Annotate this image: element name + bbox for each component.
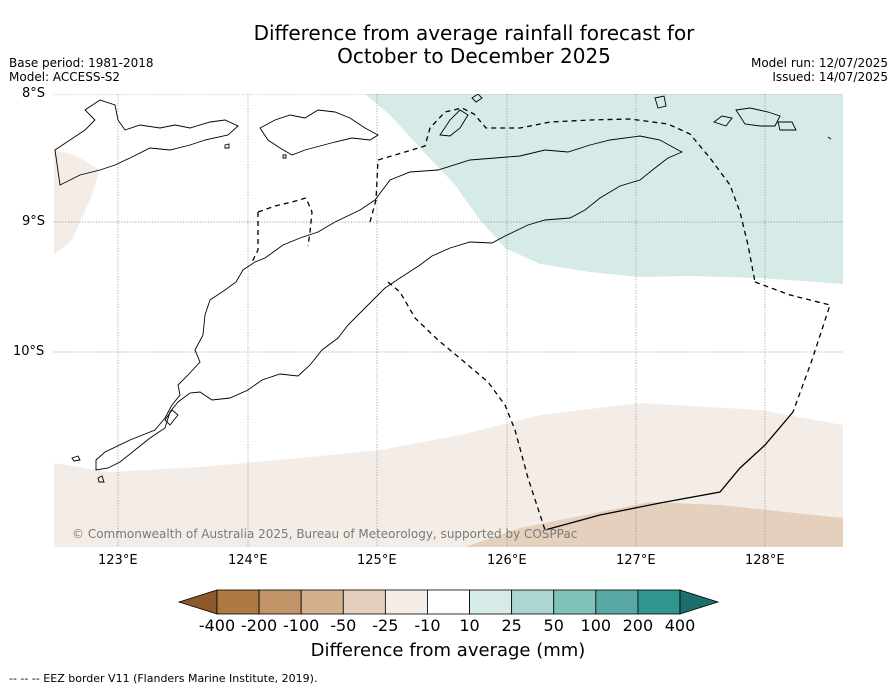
lon-label-125e: 125°E — [357, 553, 397, 568]
small-island-3 — [827, 136, 832, 140]
colorbar — [177, 589, 720, 615]
eez-north — [369, 107, 756, 283]
meta-left: Base period: 1981-2018 Model: ACCESS-S2 — [9, 56, 154, 84]
colorbar-segment — [384, 589, 428, 615]
meta-right: Model run: 12/07/2025 Issued: 14/07/2025 — [751, 56, 888, 84]
copyright-credit: © Commonwealth of Australia 2025, Bureau… — [72, 527, 578, 541]
colorbar-segment — [216, 589, 260, 615]
eez-borders — [251, 107, 831, 531]
colorbar-tick-label: -400 — [198, 616, 236, 635]
timor-coastline — [95, 135, 684, 471]
eez-solid-segment — [544, 411, 794, 531]
model-run: Model run: 12/07/2025 — [750, 56, 888, 70]
model-name: Model: ACCESS-S2 — [9, 70, 121, 84]
colorbar-tick-label: -200 — [240, 616, 278, 635]
colorbar-tick-label: -50 — [330, 616, 357, 635]
moa-coastline — [735, 107, 781, 127]
eez-south — [387, 281, 546, 531]
coastlines — [54, 94, 832, 483]
map-plot-area — [54, 94, 843, 547]
colorbar-tick-label: 25 — [501, 616, 522, 635]
colorbar-tick-label: 10 — [459, 616, 480, 635]
alor-coastline — [54, 99, 239, 186]
dry-anomaly-west — [54, 150, 100, 255]
kisar-coastline — [654, 95, 667, 109]
leti-coastline — [713, 115, 733, 127]
small-island-2 — [282, 154, 287, 159]
lon-label-127e: 127°E — [616, 553, 656, 568]
issued-date: Issued: 14/07/2025 — [772, 70, 888, 84]
colorbar-segment — [427, 589, 470, 615]
eez-oecusse — [257, 197, 313, 247]
colorbar-extend-low — [177, 589, 218, 615]
lon-label-124e: 124°E — [228, 553, 268, 568]
wet-anomaly-region — [365, 94, 843, 284]
ndana-coastline — [97, 475, 105, 483]
colorbar-tick-label: -25 — [372, 616, 399, 635]
eez-oecusse-west — [251, 212, 259, 263]
colorbar-title: Difference from average (mm) — [310, 640, 586, 661]
lat-label-8s: 8°S — [22, 86, 46, 101]
colorbar-extend-high — [679, 589, 720, 615]
colorbar-segment — [553, 589, 597, 615]
colorbar-tick-label: 50 — [543, 616, 564, 635]
colorbar-segment — [300, 589, 344, 615]
lon-label-123e: 123°E — [98, 553, 138, 568]
colorbar-tick-label: 400 — [664, 616, 696, 635]
colorbar-tick-label: -10 — [414, 616, 441, 635]
colorbar-segment — [258, 589, 302, 615]
eez-legend-note: -- -- -- EEZ border V11 (Flanders Marine… — [9, 672, 318, 685]
pantar-coastline — [259, 109, 379, 156]
wetar-coastline — [439, 109, 469, 137]
dry-anomaly-southeast — [465, 502, 843, 547]
colorbar-segment — [469, 589, 513, 615]
colorbar-segment — [595, 589, 639, 615]
lon-label-126e: 126°E — [487, 553, 527, 568]
colorbar-tick-label: -100 — [283, 616, 320, 635]
lat-label-9s: 9°S — [22, 214, 46, 229]
lon-label-128e: 128°E — [745, 553, 785, 568]
semau-coastline — [164, 409, 179, 426]
colorbar-tick-label: 100 — [580, 616, 612, 635]
eez-east — [754, 281, 831, 413]
small-island-1 — [224, 143, 230, 149]
base-period: Base period: 1981-2018 — [9, 56, 154, 70]
lat-label-10s: 10°S — [13, 344, 45, 359]
lakor-coastline — [777, 121, 797, 131]
map-title-line2: October to December 2025 — [337, 44, 611, 68]
atauro-coastline — [471, 94, 483, 103]
colorbar-segment — [511, 589, 555, 615]
colorbar-segment — [637, 589, 681, 615]
rote-coastline — [71, 455, 81, 462]
colorbar-segment — [342, 589, 386, 615]
colorbar-tick-label: 200 — [622, 616, 654, 635]
map-title-line1: Difference from average rainfall forecas… — [253, 21, 695, 45]
